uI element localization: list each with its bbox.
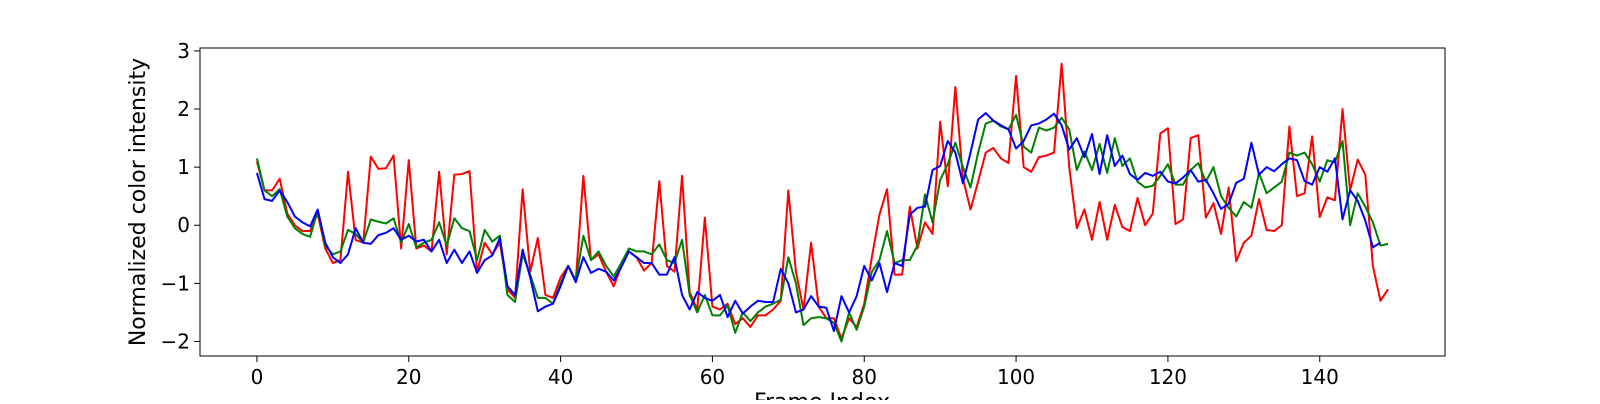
series-line-green	[255, 113, 1389, 343]
y-tick-label: −2	[161, 329, 190, 353]
x-axis-label: Frame Index	[754, 390, 890, 400]
x-tick-label: 20	[396, 365, 421, 389]
y-tick-label: 1	[177, 155, 190, 179]
x-tick-label: 60	[700, 365, 725, 389]
series-layer	[255, 62, 1389, 343]
y-tick-label: 0	[177, 213, 190, 237]
plot-frame	[199, 47, 1446, 357]
y-axis-label: Normalized color intensity	[126, 58, 151, 346]
y-axis: −2 −1 0 1 2 3	[161, 39, 200, 353]
series-line-red	[255, 62, 1389, 340]
x-tick-label: 0	[251, 365, 264, 389]
x-tick-label: 80	[852, 365, 877, 389]
series-line-blue	[255, 112, 1381, 333]
x-tick-label: 140	[1301, 365, 1339, 389]
y-tick-label: −1	[161, 271, 190, 295]
y-tick-label: 2	[177, 97, 190, 121]
x-tick-label: 100	[997, 365, 1035, 389]
x-tick-label: 120	[1149, 365, 1187, 389]
y-tick-label: 3	[177, 39, 190, 63]
x-axis: 0 20 40 60 80 100 120 140	[251, 356, 1339, 389]
x-tick-label: 40	[548, 365, 573, 389]
